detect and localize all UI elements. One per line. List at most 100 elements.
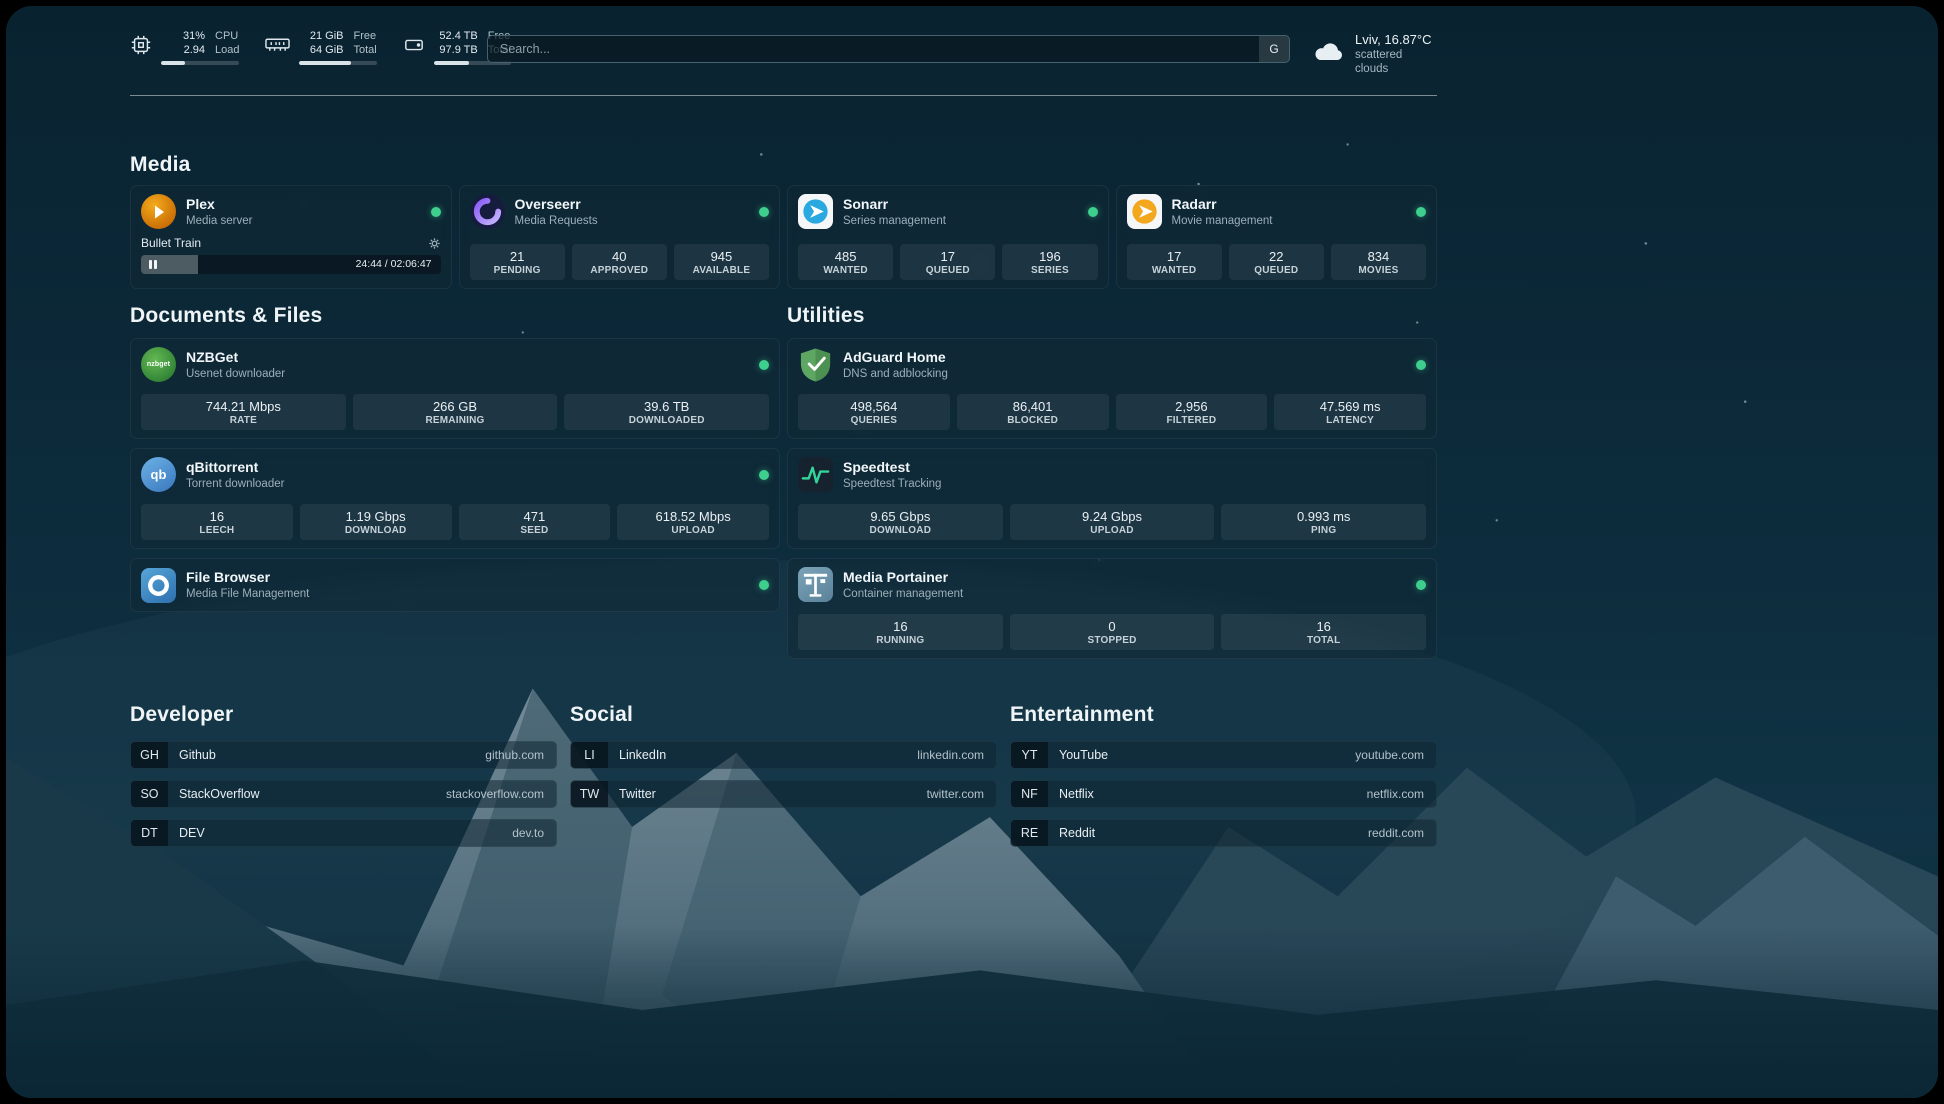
- bookmark-name: LinkedIn: [619, 748, 667, 762]
- memory-total-label: Total: [353, 43, 377, 56]
- service-card-nzbget[interactable]: nzbget NZBGet Usenet downloader 744.21 M…: [130, 338, 780, 439]
- bookmark-abbr: DT: [131, 820, 168, 846]
- status-dot: [759, 580, 769, 590]
- bookmark-abbr: GH: [131, 742, 168, 768]
- bookmark-twitter[interactable]: TW Twitter twitter.com: [570, 780, 997, 808]
- bookmark-abbr: SO: [131, 781, 168, 807]
- stat-box: 618.52 Mbps UPLOAD: [617, 504, 769, 540]
- bookmark-url: reddit.com: [1367, 826, 1424, 840]
- status-dot: [759, 359, 769, 370]
- service-name: AdGuard Home: [843, 348, 946, 365]
- memory-free: 21 GiB: [309, 30, 344, 42]
- qbittorrent-icon: qb: [141, 457, 176, 492]
- stat-box: 0 STOPPED: [1009, 614, 1215, 650]
- search-provider-button[interactable]: G: [1259, 36, 1289, 62]
- bookmark-name: DEV: [179, 826, 205, 840]
- service-name: Overseerr: [514, 195, 581, 212]
- bookmark-abbr: NF: [1011, 781, 1048, 807]
- pause-icon[interactable]: [149, 260, 157, 269]
- stat-box: 17 WANTED: [1126, 244, 1222, 280]
- stat-box: 21 PENDING: [469, 244, 565, 280]
- service-name: Media Portainer: [843, 568, 949, 585]
- disk-usage-bar: [433, 61, 511, 65]
- cpu-widget: 31% CPU 2.94 Load: [130, 30, 240, 65]
- service-subtitle: Series management: [843, 214, 946, 227]
- stat-box: 16 LEECH: [141, 504, 293, 540]
- service-subtitle: DNS and adblocking: [843, 367, 948, 380]
- stat-box: 16 TOTAL: [1221, 614, 1427, 650]
- status-dot: [1416, 359, 1426, 370]
- bookmark-linkedin[interactable]: LI LinkedIn linkedin.com: [570, 741, 997, 769]
- documents-column: nzbget NZBGet Usenet downloader 744.21 M…: [130, 338, 780, 612]
- service-card-sonarr[interactable]: Sonarr Series management 485 WANTED 17 QUE…: [787, 185, 1109, 289]
- stat-box: 485 WANTED: [798, 244, 894, 280]
- memory-total: 64 GiB: [309, 43, 344, 56]
- service-card-qbittorrent[interactable]: qb qBittorrent Torrent downloader 16 LEEC…: [130, 448, 780, 549]
- stat-box: 471 SEED: [458, 504, 611, 540]
- memory-free-label: Free: [353, 30, 377, 42]
- service-card-filebrowser[interactable]: File Browser Media File Management: [130, 558, 780, 612]
- gear-icon[interactable]: [428, 237, 441, 250]
- bookmark-url: linkedin.com: [917, 748, 984, 762]
- cpu-percent: 31%: [182, 30, 205, 42]
- service-subtitle: Container management: [843, 587, 964, 600]
- memory-usage-bar: [299, 61, 377, 65]
- bookmark-url: youtube.com: [1355, 748, 1424, 762]
- bookmark-abbr: YT: [1011, 742, 1048, 768]
- memory-widget: 21 GiB Free 64 GiB Total: [265, 30, 377, 65]
- media-cards-row: Plex Media server Bullet Train: [130, 185, 1437, 289]
- stat-box: 744.21 Mbps RATE: [141, 394, 346, 430]
- portainer-icon: [798, 567, 833, 602]
- bookmark-url: dev.to: [512, 826, 544, 840]
- memory-icon: [265, 35, 291, 60]
- service-card-speedtest[interactable]: Speedtest Speedtest Tracking 9.65 Gbps DO…: [787, 448, 1437, 549]
- service-subtitle: Media server: [186, 214, 253, 227]
- stat-box: 834 MOVIES: [1330, 244, 1427, 280]
- stat-box: 39.6 TB DOWNLOADED: [564, 394, 770, 430]
- header-divider: [130, 95, 1437, 96]
- stat-box: 17 QUEUED: [900, 244, 996, 280]
- bookmark-name: StackOverflow: [179, 787, 260, 801]
- service-card-overseerr[interactable]: Overseerr Media Requests 21 PENDING 40 APP…: [458, 185, 780, 289]
- stat-box: 266 GB REMAINING: [352, 394, 558, 430]
- section-title-media: Media: [130, 153, 191, 176]
- status-dot: [1416, 206, 1426, 217]
- section-title-developer: Developer: [130, 703, 234, 726]
- playback-progress-bar[interactable]: 24:44 / 02:06:47: [141, 255, 441, 274]
- section-title-entertainment: Entertainment: [1010, 703, 1154, 726]
- stat-box: 1.19 Gbps DOWNLOAD: [299, 504, 452, 540]
- cpu-load: 2.94: [183, 43, 205, 56]
- status-dot: [430, 206, 441, 217]
- service-subtitle: Usenet downloader: [186, 367, 286, 380]
- bookmark-url: netflix.com: [1366, 787, 1424, 801]
- bookmark-netflix[interactable]: NF Netflix netflix.com: [1010, 780, 1437, 808]
- service-card-plex[interactable]: Plex Media server Bullet Train: [130, 185, 452, 289]
- stat-box: 9.24 Gbps UPLOAD: [1009, 504, 1215, 540]
- service-card-portainer[interactable]: Media Portainer Container management 16 R…: [787, 558, 1437, 659]
- cpu-load-label: Load: [215, 43, 240, 56]
- weather-widget: Lviv, 16.87°C scattered clouds: [1313, 32, 1437, 76]
- disk-icon: [403, 35, 425, 60]
- cpu-icon: [130, 34, 152, 61]
- service-name: NZBGet: [186, 348, 239, 365]
- cpu-usage-bar: [161, 61, 240, 65]
- bookmark-dev[interactable]: DT DEV dev.to: [130, 819, 557, 847]
- service-card-adguard[interactable]: AdGuard Home DNS and adblocking 498,564 Q…: [787, 338, 1437, 439]
- stat-box: 22 QUEUED: [1228, 244, 1324, 280]
- service-subtitle: Movie management: [1171, 214, 1273, 227]
- bookmark-github[interactable]: GH Github github.com: [130, 741, 557, 769]
- status-dot: [1416, 579, 1426, 590]
- bookmark-group-social: Social LI LinkedIn linkedin.com TW Twitt…: [570, 703, 997, 808]
- bookmark-youtube[interactable]: YT YouTube youtube.com: [1010, 741, 1437, 769]
- service-card-radarr[interactable]: Radarr Movie management 17 WANTED 22 QUEUE…: [1115, 185, 1437, 289]
- speedtest-icon: [798, 457, 833, 492]
- weather-condition: scattered clouds: [1355, 49, 1403, 75]
- bookmark-stackoverflow[interactable]: SO StackOverflow stackoverflow.com: [130, 780, 557, 808]
- top-bar: 31% CPU 2.94 Load 21 GiB Free 64 Gi: [130, 30, 1437, 75]
- utilities-column: AdGuard Home DNS and adblocking 498,564 Q…: [787, 338, 1437, 659]
- sonarr-icon: [798, 194, 833, 229]
- bookmark-reddit[interactable]: RE Reddit reddit.com: [1010, 819, 1437, 847]
- search-input[interactable]: [487, 35, 1290, 63]
- filebrowser-icon: [141, 567, 176, 603]
- service-name: Plex: [186, 195, 215, 212]
